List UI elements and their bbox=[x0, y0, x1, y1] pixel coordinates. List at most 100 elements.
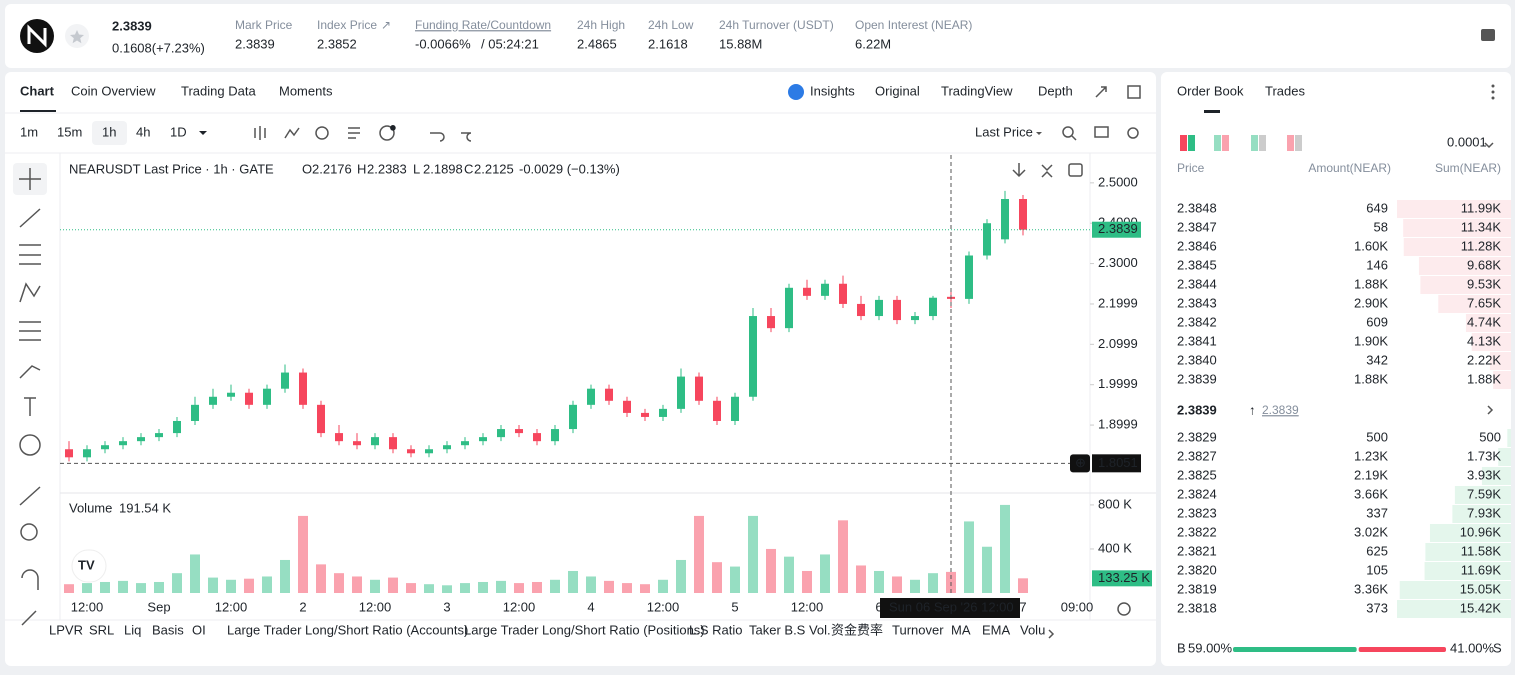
chart-tab[interactable]: Coin Overview bbox=[71, 83, 156, 98]
depth-bar bbox=[1493, 371, 1511, 389]
indicator[interactable]: Taker B.S Vol. bbox=[749, 622, 831, 637]
candle-body bbox=[803, 287, 811, 296]
y-tick-label: 2.0999 bbox=[1098, 336, 1138, 351]
chart-tab[interactable]: Chart bbox=[20, 83, 55, 98]
up-arrow: ↑ bbox=[1249, 402, 1256, 417]
ob-price[interactable]: 2.3821 bbox=[1177, 543, 1217, 558]
dropdown[interactable] bbox=[1036, 132, 1042, 135]
candle-body bbox=[353, 441, 361, 446]
indicator[interactable]: Basis bbox=[152, 622, 184, 637]
indicator[interactable]: SRL bbox=[89, 622, 114, 637]
volume-tag-bg bbox=[1092, 570, 1152, 587]
interval[interactable]: 4h bbox=[136, 124, 150, 139]
indicator[interactable]: MA bbox=[951, 622, 971, 637]
ob-price[interactable]: 2.3840 bbox=[1177, 352, 1217, 367]
ob-amount: 500 bbox=[1366, 429, 1388, 444]
candle-body bbox=[587, 388, 595, 405]
chart-tab[interactable]: Moments bbox=[279, 83, 333, 98]
depth-bar bbox=[1429, 524, 1511, 542]
candle-body bbox=[551, 429, 559, 442]
indicator[interactable]: OI bbox=[192, 622, 206, 637]
volume-bar bbox=[820, 554, 830, 593]
menu-icon[interactable] bbox=[1481, 29, 1495, 41]
toolbar-icons[interactable] bbox=[13, 85, 1494, 639]
ob-price[interactable]: 2.3844 bbox=[1177, 276, 1217, 291]
ob-price[interactable]: 2.3825 bbox=[1177, 467, 1217, 482]
ohlc-letter: C bbox=[464, 161, 473, 176]
ob-price[interactable]: 2.3845 bbox=[1177, 257, 1217, 272]
ohlc-value: 2.2176 bbox=[312, 161, 352, 176]
ob-amount: 3.36K bbox=[1354, 581, 1388, 596]
candle-body bbox=[263, 388, 271, 405]
interval[interactable]: 15m bbox=[57, 124, 82, 139]
indicator[interactable]: 资金费率 bbox=[831, 622, 883, 637]
ob-tab[interactable]: Order Book bbox=[1177, 83, 1244, 98]
candle-body bbox=[731, 396, 739, 421]
interval[interactable]: 1D bbox=[170, 124, 187, 139]
candle-body bbox=[875, 299, 883, 317]
sell-ratio: 41.00% bbox=[1450, 640, 1495, 655]
candle-body bbox=[173, 420, 181, 434]
price-change: 0.1608(+7.23%) bbox=[112, 40, 205, 55]
ob-amount: 342 bbox=[1366, 352, 1388, 367]
indicator[interactable]: EMA bbox=[982, 622, 1011, 637]
ob-sum: 1.73K bbox=[1467, 448, 1501, 463]
dropdown[interactable] bbox=[199, 131, 207, 135]
add-btn[interactable] bbox=[1070, 454, 1090, 473]
ob-price[interactable]: 2.3818 bbox=[1177, 600, 1217, 615]
ob-price[interactable]: 2.3827 bbox=[1177, 448, 1217, 463]
indicator[interactable]: Turnover bbox=[892, 622, 944, 637]
ob-price[interactable]: 2.3820 bbox=[1177, 562, 1217, 577]
ob-price[interactable]: 2.3819 bbox=[1177, 581, 1217, 596]
ob-price[interactable]: 2.3841 bbox=[1177, 333, 1217, 348]
indicator[interactable]: Large Trader Long/Short Ratio (Accounts) bbox=[227, 622, 468, 637]
view-tab[interactable]: Original bbox=[875, 83, 920, 98]
volume-bar bbox=[496, 580, 506, 593]
col-header: Sum(NEAR) bbox=[1435, 161, 1501, 175]
sell-bar bbox=[1358, 647, 1446, 652]
ob-price[interactable]: 2.3822 bbox=[1177, 524, 1217, 539]
indicator[interactable]: Large Trader Long/Short Ratio (Positions… bbox=[464, 622, 705, 637]
x-tick-label: 2 bbox=[299, 599, 306, 614]
ob-price[interactable]: 2.3843 bbox=[1177, 295, 1217, 310]
interval[interactable]: 1h bbox=[102, 124, 116, 139]
ob-price[interactable]: 2.3829 bbox=[1177, 429, 1217, 444]
crosshair-time-bg bbox=[880, 598, 1020, 618]
volume-bar bbox=[208, 577, 218, 593]
view-tab[interactable]: TradingView bbox=[941, 83, 1013, 98]
chart-tab[interactable]: Trading Data bbox=[181, 83, 256, 98]
interval[interactable]: 1m bbox=[20, 124, 38, 139]
ob-tab[interactable]: Trades bbox=[1265, 83, 1305, 98]
col-header: Price bbox=[1177, 161, 1205, 175]
ob-price[interactable]: 2.3824 bbox=[1177, 486, 1217, 501]
x-tick-label: 12:00 bbox=[647, 599, 680, 614]
ob-price[interactable]: 2.3839 bbox=[1177, 371, 1217, 386]
dots[interactable] bbox=[1491, 84, 1495, 100]
indicator[interactable]: Volu bbox=[1020, 622, 1045, 637]
ob-price[interactable]: 2.3842 bbox=[1177, 314, 1217, 329]
view-tab[interactable]: Depth bbox=[1038, 83, 1073, 98]
ob-price[interactable]: 2.3847 bbox=[1177, 219, 1217, 234]
volume-bar bbox=[514, 583, 524, 593]
volume-bar bbox=[334, 573, 344, 593]
ob-price[interactable]: 2.3846 bbox=[1177, 238, 1217, 253]
indicator[interactable]: L.S Ratio bbox=[689, 622, 742, 637]
candle-body bbox=[65, 449, 73, 458]
ob-price[interactable]: 2.3848 bbox=[1177, 200, 1217, 215]
mid-price: 2.3839 bbox=[1177, 402, 1217, 417]
ob-price[interactable]: 2.3823 bbox=[1177, 505, 1217, 520]
stat-label: 24h High bbox=[577, 18, 625, 32]
price-source[interactable]: Last Price bbox=[975, 124, 1033, 139]
candle-body bbox=[155, 433, 163, 438]
ob-sum: 10.96K bbox=[1460, 524, 1502, 539]
depth-bar bbox=[1498, 448, 1511, 466]
view-tab[interactable]: Insights bbox=[810, 83, 855, 98]
buy-ratio: 59.00% bbox=[1188, 640, 1233, 655]
ob-amount: 649 bbox=[1366, 200, 1388, 215]
x-tick-label: 4 bbox=[587, 599, 594, 614]
precision[interactable]: 0.0001 bbox=[1447, 134, 1487, 149]
indicator[interactable]: Liq bbox=[124, 622, 141, 637]
candle-body bbox=[245, 392, 253, 405]
indicator[interactable]: LPVR bbox=[49, 622, 83, 637]
